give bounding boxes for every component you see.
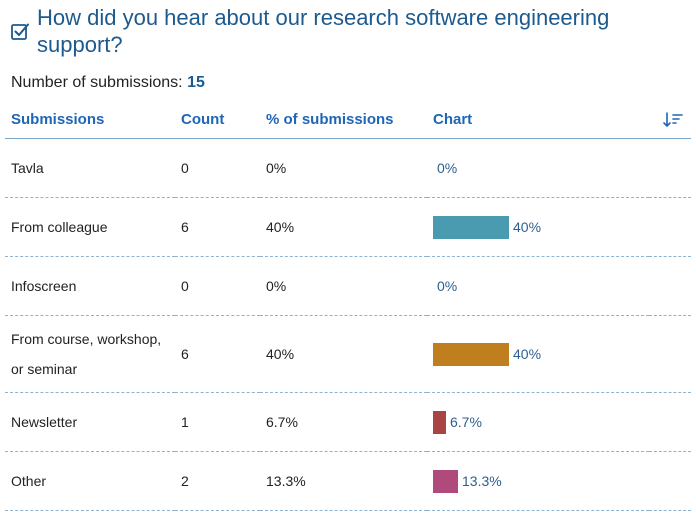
row-percent: 40%: [260, 315, 427, 393]
row-chart: 0%: [427, 256, 691, 316]
row-chart: 0%: [427, 138, 691, 198]
header-chart[interactable]: Chart: [427, 100, 649, 139]
bar: [433, 342, 509, 366]
header-sort[interactable]: [649, 100, 691, 139]
submissions-label: Number of submissions:: [11, 74, 183, 91]
row-percent: 13.3%: [260, 451, 427, 511]
submissions-count-line: Number of submissions: 15: [11, 74, 205, 92]
table-row: From course, workshop, or seminar 6 40% 40%: [5, 315, 691, 393]
bar-wrap: 13.3%: [433, 469, 691, 493]
row-chart: 40%: [427, 315, 691, 393]
row-label: Tavla: [5, 138, 175, 198]
bar: [433, 215, 509, 239]
row-count: 1: [175, 392, 260, 452]
header-submissions[interactable]: Submissions: [5, 100, 175, 139]
row-count: 0: [175, 138, 260, 198]
bar-wrap: 0%: [433, 275, 691, 298]
bar-label: 0%: [437, 160, 458, 176]
row-chart: 40%: [427, 197, 691, 257]
row-count: 6: [175, 315, 260, 393]
bar-label: 0%: [437, 278, 458, 294]
bar-wrap: 6.7%: [433, 410, 691, 434]
table-row: Other 2 13.3% 13.3%: [5, 451, 691, 511]
bar-label: 40%: [513, 346, 542, 362]
row-percent: 6.7%: [260, 392, 427, 452]
bar-label: 13.3%: [462, 473, 502, 489]
bar-label: 40%: [513, 219, 542, 235]
sort-descending-icon[interactable]: [663, 111, 683, 128]
table-header-row: Submissions Count % of submissions Chart: [5, 100, 691, 139]
bar-label: 6.7%: [450, 414, 482, 430]
row-label: From course, workshop, or seminar: [5, 315, 175, 393]
row-chart: 13.3%: [427, 451, 691, 511]
header-percent[interactable]: % of submissions: [260, 100, 427, 139]
bar-wrap: 0%: [433, 157, 691, 180]
row-percent: 0%: [260, 138, 427, 198]
row-label: Other: [5, 451, 175, 511]
bar: [433, 410, 446, 434]
bar: [433, 469, 458, 493]
row-percent: 40%: [260, 197, 427, 257]
row-label: From colleague: [5, 197, 175, 257]
header-count[interactable]: Count: [175, 100, 260, 139]
bar-wrap: 40%: [433, 339, 691, 369]
question-title: How did you hear about our research soft…: [37, 5, 610, 57]
row-count: 6: [175, 197, 260, 257]
row-count: 2: [175, 451, 260, 511]
table-row: Tavla 0 0% 0%: [5, 138, 691, 198]
bar-wrap: 40%: [433, 215, 691, 239]
checkbox-check-icon: [11, 23, 29, 40]
table-row: From colleague 6 40% 40%: [5, 197, 691, 257]
row-label: Newsletter: [5, 392, 175, 452]
submissions-count: 15: [187, 74, 205, 91]
question-header: How did you hear about our research soft…: [10, 4, 690, 58]
table-row: Infoscreen 0 0% 0%: [5, 256, 691, 316]
row-chart: 6.7%: [427, 392, 691, 452]
results-table: Submissions Count % of submissions Chart…: [5, 100, 691, 511]
row-label: Infoscreen: [5, 256, 175, 316]
row-percent: 0%: [260, 256, 427, 316]
row-count: 0: [175, 256, 260, 316]
table-row: Newsletter 1 6.7% 6.7%: [5, 392, 691, 452]
